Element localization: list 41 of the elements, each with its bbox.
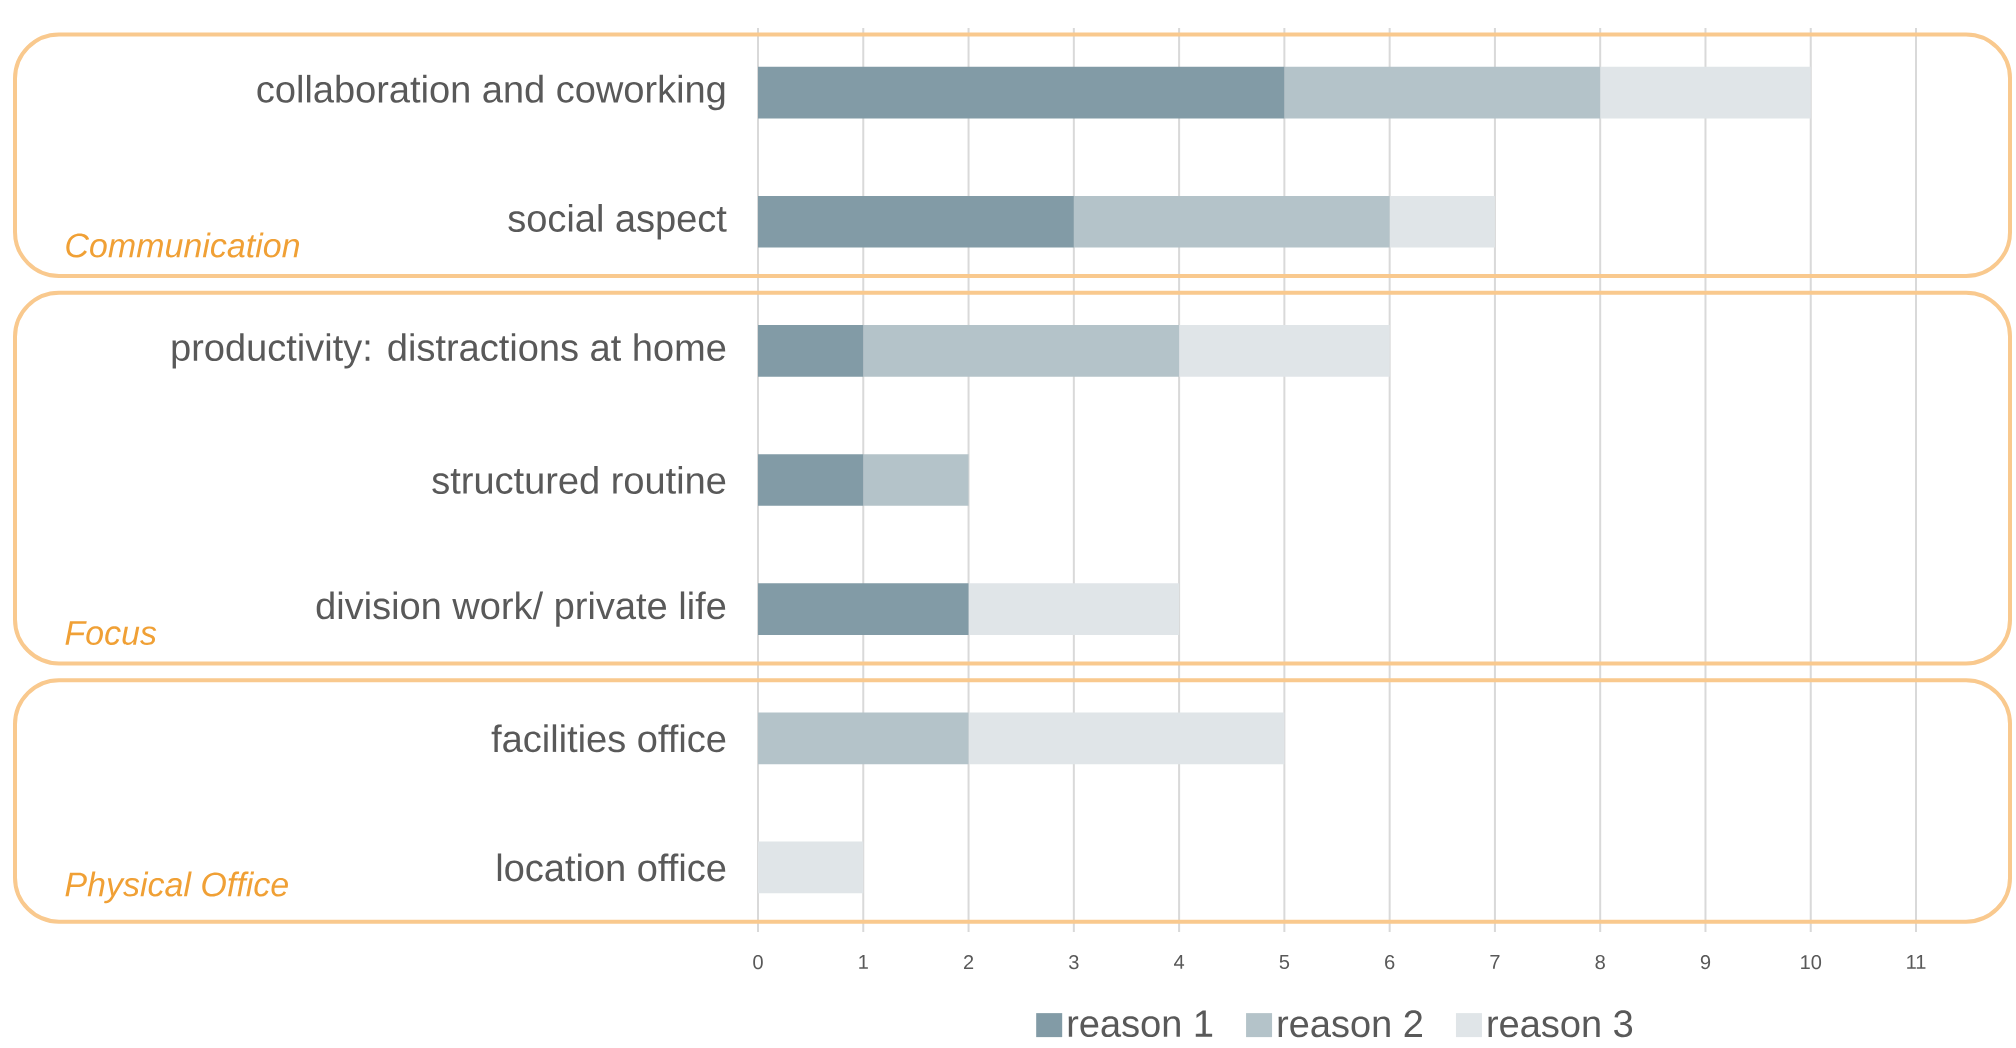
bar xyxy=(863,325,1180,377)
x-tick-label: 2 xyxy=(964,955,974,970)
bar xyxy=(1600,66,1811,119)
bar xyxy=(758,841,864,894)
x-tick-label: 7 xyxy=(1490,955,1500,969)
bar xyxy=(758,66,1285,119)
x-tick-label: 11 xyxy=(1907,955,1926,969)
y-tick-label: division work/ private life xyxy=(316,591,726,627)
y-tick-label: facilities office xyxy=(491,724,726,753)
bar xyxy=(863,454,969,506)
legend-label: reason 3 xyxy=(1488,1010,1633,1038)
x-tick-label: 0 xyxy=(753,955,763,970)
text: Physical Office xyxy=(65,871,288,904)
y-tick-label: structured routine xyxy=(432,466,726,495)
bar xyxy=(1073,195,1390,248)
bar xyxy=(1389,195,1495,248)
legend-label: reason 1 xyxy=(1068,1010,1213,1038)
y-tick-label: location office xyxy=(497,853,726,882)
legend-label: reason 2 xyxy=(1278,1010,1422,1038)
x-tick-label: 10 xyxy=(1801,955,1822,970)
bar xyxy=(758,195,1074,248)
x-tick-label: 6 xyxy=(1385,955,1395,970)
y-tick-label: collaboration and coworking xyxy=(257,74,725,111)
text: Communication xyxy=(66,232,300,258)
text: Focus xyxy=(65,621,157,646)
x-tick-label: 3 xyxy=(1069,955,1079,970)
x-tick-label: 8 xyxy=(1595,955,1605,970)
bar xyxy=(968,583,1180,636)
bar xyxy=(1284,66,1601,119)
bar xyxy=(968,712,1285,765)
y-tick-label: social aspect xyxy=(508,204,727,240)
x-tick-label: 4 xyxy=(1174,955,1185,969)
bar xyxy=(758,454,864,506)
bar xyxy=(758,583,969,636)
bar xyxy=(758,325,864,377)
y-tick-label: productivity: distractions at home xyxy=(172,333,726,369)
bar xyxy=(758,712,969,765)
bar xyxy=(1179,325,1390,377)
x-tick-label: 5 xyxy=(1279,955,1290,970)
x-tick-label: 1 xyxy=(859,955,868,969)
x-tick-label: 9 xyxy=(1700,955,1711,970)
